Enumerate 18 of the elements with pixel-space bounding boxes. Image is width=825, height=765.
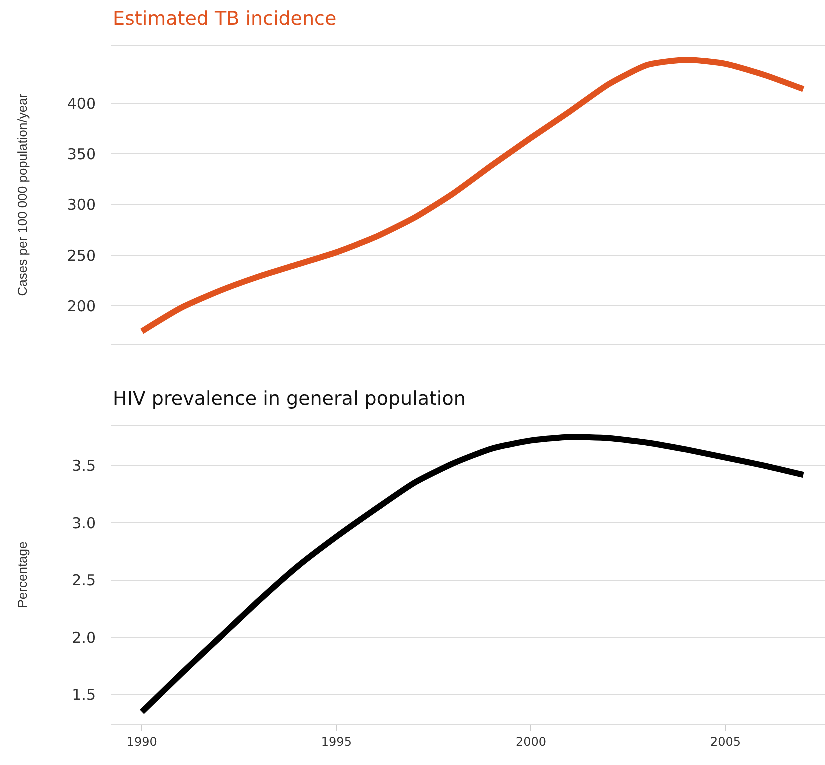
y-axis-title: Percentage	[14, 542, 30, 608]
y-tick-label: 2.5	[72, 572, 96, 590]
y-axis-title: Cases per 100 000 population/year	[14, 93, 30, 296]
chart-title: Estimated TB incidence	[113, 8, 337, 30]
x-tick-label: 2000	[516, 735, 547, 750]
y-tick-label: 400	[67, 94, 96, 113]
y-tick-label: 1.5	[72, 686, 96, 704]
y-tick-label: 3.0	[72, 514, 96, 532]
chart-title: HIV prevalence in general population	[113, 388, 466, 410]
y-tick-label: 200	[67, 297, 96, 316]
x-tick-label: 1995	[321, 735, 352, 750]
y-tick-label: 2.0	[72, 628, 96, 647]
y-tick-label: 3.5	[72, 457, 96, 476]
y-tick-label: 300	[67, 196, 96, 214]
y-tick-label: 350	[67, 145, 96, 164]
y-tick-label: 250	[67, 246, 96, 265]
x-tick-label: 1990	[126, 735, 158, 750]
x-tick-label: 2005	[710, 735, 742, 750]
